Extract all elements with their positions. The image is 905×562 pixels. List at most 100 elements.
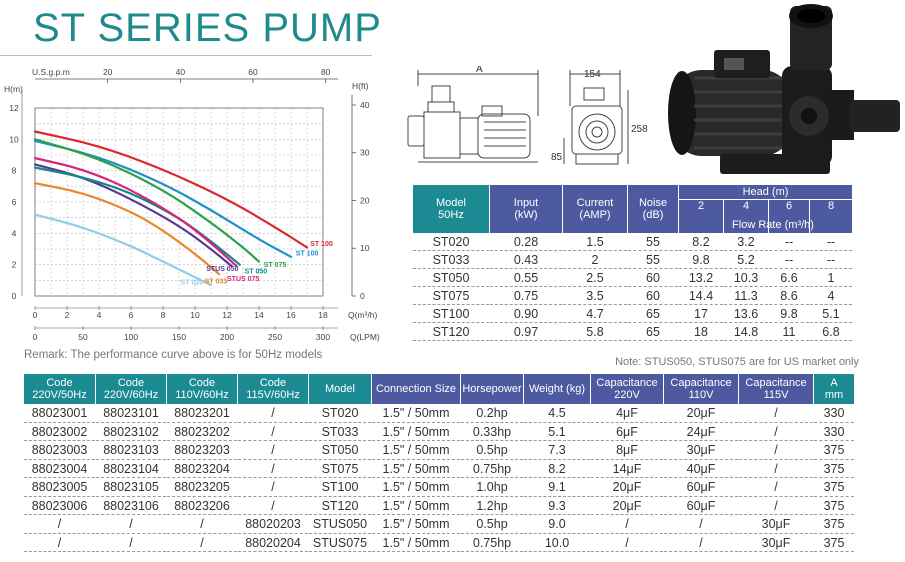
dim-154-label: 154: [584, 69, 601, 80]
spec-header-7: Weight (kg): [524, 374, 590, 404]
perf-cell: ST050: [413, 270, 489, 287]
spec-cell: 4.5: [524, 405, 590, 423]
spec-cell: 8.2: [524, 461, 590, 478]
spec-cell: /: [739, 442, 813, 460]
perf-header-flow-rate: Flow Rate (m³/h): [732, 219, 814, 231]
spec-cell: ST120: [309, 498, 371, 515]
perf-cell: 1.5: [563, 234, 627, 251]
x-axis-tick-label: 2: [65, 310, 70, 320]
y-axis-label: H(m): [4, 84, 23, 94]
spec-cell: 88023201: [167, 405, 237, 423]
spec-cell: 88023102: [96, 424, 166, 441]
spec-cell: ST100: [309, 479, 371, 497]
spec-cell: 0.75hp: [461, 461, 523, 478]
perf-cell: 60: [628, 288, 678, 305]
performance-table: Model 50Hz Input (kW) Current (AMP) Noise (d…: [412, 184, 853, 342]
spec-header-0: Code 220V/50Hz: [24, 374, 95, 404]
spec-cell: 88023002: [24, 424, 95, 441]
perf-cell: 0.75: [490, 288, 562, 305]
spec-cell: /: [238, 479, 308, 497]
spec-cell: 88020204: [238, 535, 308, 552]
spec-cell: 0.75hp: [461, 535, 523, 552]
right-axis-tick-label: 20: [360, 195, 370, 205]
spec-cell: 1.5" / 50mm: [372, 405, 460, 423]
spec-row-st120: 88023006 88023106 88023206/ST120 1.5" / 50m…: [24, 498, 854, 515]
x-axis-tick-label: 6: [129, 310, 134, 320]
perf-header-current: Current (AMP): [563, 185, 627, 233]
spec-header-3: Code 115V/60Hz: [238, 374, 308, 404]
spec-cell: 60μF: [664, 498, 738, 515]
lpm-axis-tick-label: 300: [316, 332, 330, 342]
perf-cell: 2: [563, 252, 627, 269]
spec-cell: 9.1: [524, 479, 590, 497]
title-divider: [0, 55, 372, 56]
perf-header-head-8: 8: [810, 200, 852, 233]
spec-cell: 88023001: [24, 405, 95, 423]
x-axis-tick-label: 12: [222, 310, 232, 320]
series-label-st-075: ST 075: [264, 262, 287, 269]
spec-cell: /: [24, 535, 95, 552]
spec-cell: ST033: [309, 424, 371, 441]
spec-row-st050: 88023003 88023103 88023203/ST050 1.5" / 50m…: [24, 442, 854, 460]
spec-cell: 88023004: [24, 461, 95, 478]
spec-cell: /: [96, 516, 166, 534]
perf-cell: --: [810, 234, 852, 251]
spec-cell: /: [24, 516, 95, 534]
spec-header-6: Horsepower: [461, 374, 523, 404]
spec-cell: 10.0: [524, 535, 590, 552]
perf-cell: 55: [628, 252, 678, 269]
right-axis-tick-label: 40: [360, 100, 370, 110]
spec-cell: 88023006: [24, 498, 95, 515]
spec-cell: 20μF: [591, 479, 663, 497]
spec-cell: /: [238, 405, 308, 423]
spec-cell: 20μF: [591, 498, 663, 515]
spec-cell: /: [238, 424, 308, 441]
spec-cell: 1.5" / 50mm: [372, 424, 460, 441]
spec-cell: 375: [814, 516, 854, 534]
spec-cell: 88023205: [167, 479, 237, 497]
spec-cell: 1.2hp: [461, 498, 523, 515]
spec-cell: 0.33hp: [461, 424, 523, 441]
x-axis-tick-label: 18: [318, 310, 328, 320]
spec-cell: 375: [814, 442, 854, 460]
right-axis-tick-label: 0: [360, 291, 365, 301]
spec-cell: 375: [814, 479, 854, 497]
spec-cell: 30μF: [739, 516, 813, 534]
x-axis-tick-label: 14: [254, 310, 264, 320]
spec-cell: 30μF: [739, 535, 813, 552]
perf-row-st020: ST020 0.28 1.5 55 8.2 3.2 -- --: [413, 234, 852, 251]
perf-cell: 55: [628, 234, 678, 251]
spec-cell: /: [238, 498, 308, 515]
perf-cell: 60: [628, 270, 678, 287]
performance-curve-chart: U.S.g.p.m 20 40 60 80H(m)024681012H(ft)01020…: [4, 67, 380, 342]
perf-cell: 2.5: [563, 270, 627, 287]
page-title: ST SERIES PUMP: [33, 6, 382, 50]
spec-cell: 9.0: [524, 516, 590, 534]
perf-cell: 11.3: [724, 288, 768, 305]
spec-cell: 88023005: [24, 479, 95, 497]
spec-cell: /: [96, 535, 166, 552]
spec-cell: 7.3: [524, 442, 590, 460]
perf-cell: 14.4: [679, 288, 723, 305]
spec-cell: 88020203: [238, 516, 308, 534]
perf-cell: --: [810, 252, 852, 269]
perf-cell: 5.8: [563, 324, 627, 341]
perf-cell: 10.3: [724, 270, 768, 287]
perf-row-st120: ST120 0.97 5.8 65 18 14.8 11 6.8: [413, 324, 852, 341]
spec-cell: 375: [814, 461, 854, 478]
spec-cell: 375: [814, 498, 854, 515]
perf-header-head: Head (m): [679, 185, 852, 200]
top-axis-tick-label: 80: [321, 67, 331, 77]
x-axis-tick-label: 0: [33, 310, 38, 320]
perf-cell: ST120: [413, 324, 489, 341]
spec-cell: 88023101: [96, 405, 166, 423]
dim-a-label: A: [476, 66, 483, 75]
perf-cell: 65: [628, 324, 678, 341]
spec-cell: ST050: [309, 442, 371, 460]
market-note: Note: STUS050, STUS075 are for US market…: [615, 356, 859, 368]
perf-cell: 5.2: [724, 252, 768, 269]
series-label-st-050: ST 050: [245, 268, 268, 275]
dim-85-label: 85: [551, 152, 563, 163]
perf-cell: 4: [810, 288, 852, 305]
spec-cell: 20μF: [664, 405, 738, 423]
